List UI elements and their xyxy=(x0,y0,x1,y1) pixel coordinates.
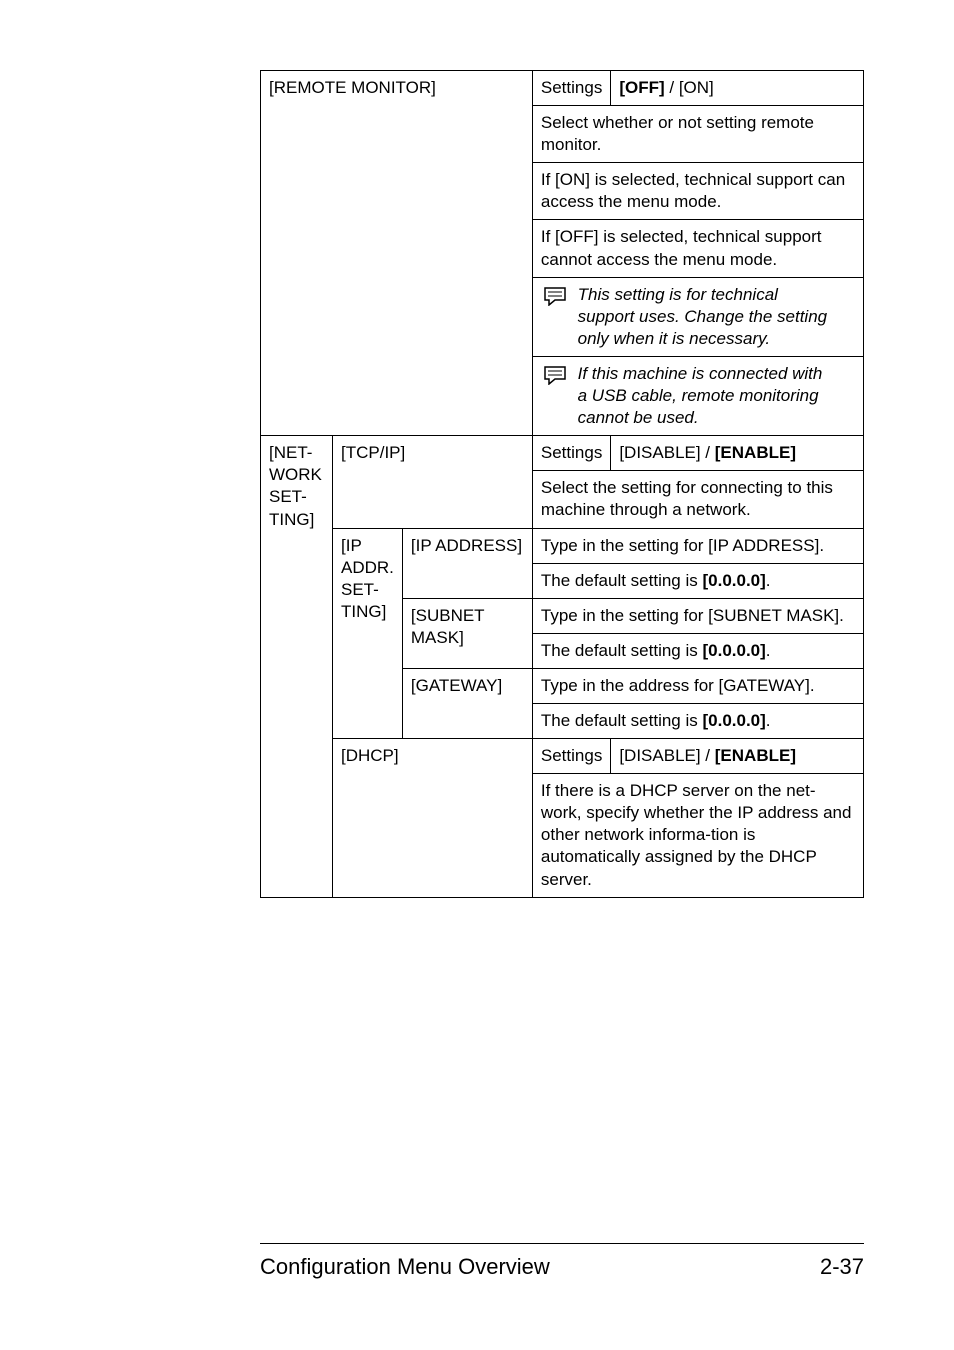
config-table: [REMOTE MONITOR] Settings [OFF] / [ON] S… xyxy=(260,70,864,898)
gateway-desc: Type in the address for [GATEWAY]. xyxy=(532,668,863,703)
ip-address-desc: Type in the setting for [IP ADDRESS]. xyxy=(532,528,863,563)
dhcp-label: [DHCP] xyxy=(333,739,533,898)
dhcp-settings-value: [DISABLE] / [ENABLE] xyxy=(611,739,864,774)
footer-page-number: 2-37 xyxy=(820,1254,864,1280)
subnet-desc: Type in the setting for [SUBNET MASK]. xyxy=(532,598,863,633)
remote-monitor-note2: If this machine is connected with a USB … xyxy=(532,356,863,435)
gateway-default: The default setting is [0.0.0.0]. xyxy=(532,703,863,738)
remote-monitor-settings-value: [OFF] / [ON] xyxy=(611,71,864,106)
ipaddr-group-label: [IP ADDR. SET-TING] xyxy=(333,528,403,739)
tcpip-label: [TCP/IP] xyxy=(333,436,533,528)
remote-monitor-label: [REMOTE MONITOR] xyxy=(261,71,533,436)
ip-address-label: [IP ADDRESS] xyxy=(402,528,532,598)
settings-label: Settings xyxy=(532,739,610,774)
dhcp-desc: If there is a DHCP server on the net-wor… xyxy=(532,774,863,897)
gateway-label: [GATEWAY] xyxy=(402,668,532,738)
network-setting-label: [NET-WORK SET-TING] xyxy=(261,436,333,897)
settings-label: Settings xyxy=(532,71,610,106)
remote-monitor-desc1: Select whether or not setting remote mon… xyxy=(532,106,863,163)
ip-address-default: The default setting is [0.0.0.0]. xyxy=(532,563,863,598)
page-footer: Configuration Menu Overview 2-37 xyxy=(260,1243,864,1280)
tcpip-settings-value: [DISABLE] / [ENABLE] xyxy=(611,436,864,471)
tcpip-desc: Select the setting for connecting to thi… xyxy=(532,471,863,528)
remote-monitor-desc2: If [ON] is selected, technical support c… xyxy=(532,163,863,220)
remote-monitor-desc3: If [OFF] is selected, technical support … xyxy=(532,220,863,277)
footer-title: Configuration Menu Overview xyxy=(260,1254,550,1280)
remote-monitor-note1: This setting is for technical support us… xyxy=(532,277,863,356)
note-icon xyxy=(541,284,569,306)
subnet-label: [SUBNET MASK] xyxy=(402,598,532,668)
note-icon xyxy=(541,363,569,385)
subnet-default: The default setting is [0.0.0.0]. xyxy=(532,633,863,668)
settings-label: Settings xyxy=(532,436,610,471)
